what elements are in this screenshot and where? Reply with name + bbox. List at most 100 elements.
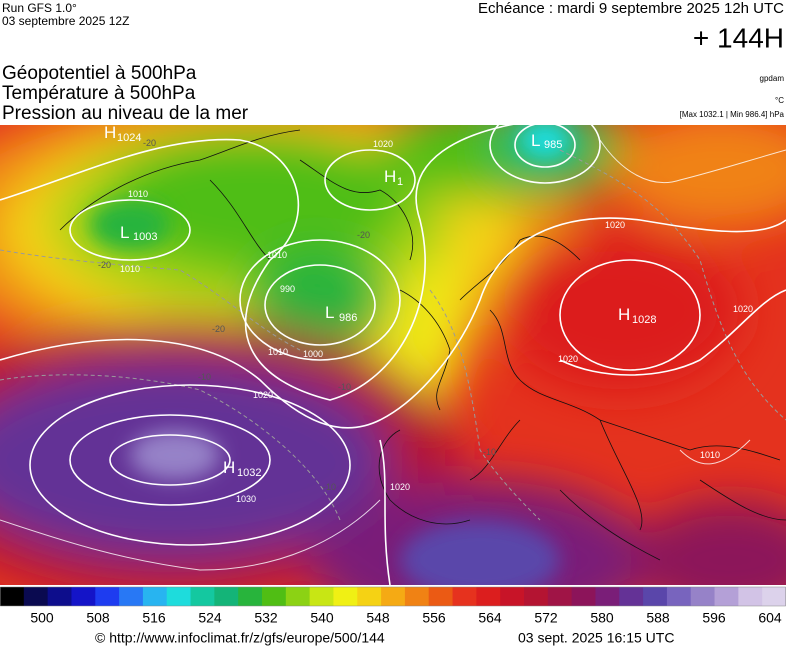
center-value: 985 bbox=[544, 139, 562, 151]
colorbar-swatch bbox=[238, 587, 263, 606]
colorbar-swatch bbox=[666, 587, 692, 606]
footer-source: © http://www.infoclimat.fr/z/gfs/europe/… bbox=[95, 630, 385, 646]
unit-temperature: °C bbox=[775, 96, 784, 105]
center-letter: H bbox=[223, 458, 235, 477]
colorbar-swatch bbox=[547, 587, 573, 606]
isobar-label: 1010 bbox=[700, 450, 720, 460]
colorbar-label: 508 bbox=[86, 610, 110, 626]
colorbar-swatch bbox=[23, 587, 49, 606]
colorbar-label: 532 bbox=[254, 610, 278, 626]
colorbar-swatch bbox=[452, 587, 477, 606]
colorbar: 500 508 516 524 532 540 548 556 564 572 580 588 596 6… bbox=[0, 586, 786, 626]
isobar-label: 1020 bbox=[605, 220, 625, 230]
colorbar-swatch bbox=[0, 587, 25, 606]
colorbar-label: 540 bbox=[310, 610, 334, 626]
colorbar-swatch bbox=[285, 587, 311, 606]
isobar-label: 990 bbox=[280, 284, 295, 294]
center-value: 1003 bbox=[133, 231, 157, 243]
colorbar-label: 548 bbox=[366, 610, 390, 626]
colorbar-label: 500 bbox=[30, 610, 54, 626]
colorbar-swatch bbox=[404, 587, 430, 606]
colorbar-swatch bbox=[309, 587, 334, 606]
colorbar-swatch bbox=[690, 587, 716, 606]
temperature-label: -20 bbox=[143, 138, 156, 148]
pressure-range: [Max 1032.1 | Min 986.4] hPa bbox=[680, 110, 785, 119]
colorbar-swatch bbox=[333, 587, 358, 606]
isobar-label: 1000 bbox=[303, 349, 323, 359]
colorbar-swatch bbox=[619, 587, 644, 606]
center-letter: H bbox=[104, 123, 116, 142]
temperature-label: -10 bbox=[338, 382, 351, 392]
temperature-labels: -20 -20 -20 -20 -10 -10 -10 -10 bbox=[98, 138, 496, 492]
title-pressure: Pression au niveau de la mer bbox=[2, 103, 249, 124]
center-value: 1032 bbox=[237, 467, 261, 479]
colorbar-swatch bbox=[595, 587, 620, 606]
temperature-label: -10 bbox=[323, 482, 336, 492]
colorbar-swatch bbox=[166, 587, 192, 606]
unit-geopotential: gpdam bbox=[760, 74, 785, 83]
colorbar-swatch bbox=[95, 587, 120, 606]
center-letter: L bbox=[531, 131, 540, 150]
center-value: 1024 bbox=[117, 132, 141, 144]
colorbar-label: 580 bbox=[590, 610, 614, 626]
colorbar-swatch bbox=[762, 587, 786, 606]
isobar-label: 1010 bbox=[120, 264, 140, 274]
center-letter: L bbox=[120, 223, 129, 242]
colorbar-swatch bbox=[357, 587, 382, 606]
temperature-label: -10 bbox=[198, 372, 211, 382]
forecast-time: Echéance : mardi 9 septembre 2025 12h UT… bbox=[478, 0, 784, 17]
isobar-label: 1010 bbox=[268, 347, 288, 357]
isobar-label: 1030 bbox=[236, 494, 256, 504]
isobar-label: 1010 bbox=[267, 250, 287, 260]
colorbar-swatch bbox=[214, 587, 239, 606]
colorbar-swatch bbox=[500, 587, 525, 606]
map: H 1024 L 1003 H 1 L 985 L 986 H 1028 H 1… bbox=[0, 123, 786, 585]
temperature-label: -20 bbox=[98, 260, 111, 270]
colorbar-swatch bbox=[476, 587, 501, 606]
colorbar-swatch bbox=[47, 587, 72, 606]
colorbar-swatch bbox=[190, 587, 215, 606]
center-letter: H bbox=[618, 305, 630, 324]
center-letter: L bbox=[325, 303, 334, 322]
center-value: 986 bbox=[339, 312, 357, 324]
center-letter: H bbox=[384, 167, 396, 186]
colorbar-label: 564 bbox=[478, 610, 502, 626]
colorbar-swatch bbox=[524, 587, 549, 606]
colorbar-label: 588 bbox=[646, 610, 670, 626]
colorbar-label: 572 bbox=[534, 610, 558, 626]
colorbar-swatch bbox=[119, 587, 144, 606]
run-date: 03 septembre 2025 12Z bbox=[2, 14, 129, 28]
colorbar-swatch bbox=[571, 587, 596, 606]
colorbar-swatch bbox=[71, 587, 96, 606]
isobar-label: 1020 bbox=[390, 482, 410, 492]
coastlines bbox=[59, 129, 786, 561]
temperature-lines bbox=[0, 149, 786, 521]
lead-time: + 144H bbox=[693, 22, 784, 53]
isobar-label: 1020 bbox=[733, 304, 753, 314]
temperature-label: -10 bbox=[483, 447, 496, 457]
isobar-label: 1020 bbox=[373, 139, 393, 149]
colorbar-swatch bbox=[381, 587, 406, 606]
colorbar-label: 524 bbox=[198, 610, 222, 626]
isobar-labels: 1010 1010 1020 1010 990 1010 1000 1020 1… bbox=[120, 139, 753, 504]
isobar-label: 1010 bbox=[128, 189, 148, 199]
footer-generated: 03 sept. 2025 16:15 UTC bbox=[518, 630, 674, 646]
colorbar-label: 604 bbox=[758, 610, 782, 626]
title-temperature: Température à 500hPa bbox=[2, 83, 196, 104]
temperature-label: -20 bbox=[212, 324, 225, 334]
pressure-centers: H 1024 L 1003 H 1 L 985 L 986 H 1028 H 1… bbox=[104, 123, 656, 479]
field-cores bbox=[90, 125, 570, 585]
colorbar-swatch bbox=[428, 587, 454, 606]
isobar-label: 1020 bbox=[558, 354, 578, 364]
isobars bbox=[0, 125, 786, 585]
colorbar-swatch bbox=[262, 587, 287, 606]
run-label: Run GFS 1.0° bbox=[2, 1, 77, 15]
isobar-label: 1020 bbox=[253, 390, 273, 400]
colorbar-swatch bbox=[142, 587, 168, 606]
colorbar-label: 556 bbox=[422, 610, 446, 626]
colorbar-label: 596 bbox=[702, 610, 726, 626]
center-value: 1028 bbox=[632, 314, 656, 326]
temperature-label: -20 bbox=[357, 230, 370, 240]
center-value: 1 bbox=[397, 176, 403, 188]
